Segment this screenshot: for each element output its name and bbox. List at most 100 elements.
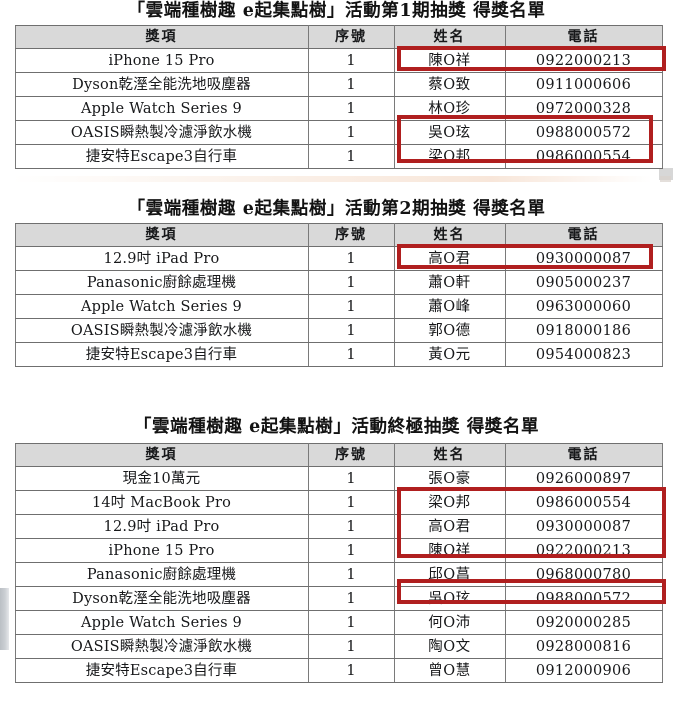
cell-phone: 0928000816: [504, 634, 663, 660]
cell-seq: 1: [307, 318, 395, 344]
column-header-prize: 獎項: [14, 443, 309, 468]
cell-prize: OASIS瞬熱製冷濾淨飲水機: [14, 318, 309, 344]
cell-phone: 0930000087: [504, 246, 663, 272]
cell-name: 陶O文: [393, 634, 506, 660]
table-row: OASIS瞬熱製冷濾淨飲水機 1 郭O德 0918000186: [14, 318, 663, 344]
cell-phone: 0920000285: [504, 610, 663, 636]
cell-prize: OASIS瞬熱製冷濾淨飲水機: [14, 120, 309, 146]
table-row: Dyson乾溼全能洗地吸塵器 1 蔡O致 0911000606: [14, 72, 663, 98]
cell-phone: 0986000554: [504, 490, 663, 516]
cell-prize: OASIS瞬熱製冷濾淨飲水機: [14, 634, 309, 660]
column-header-seq: 序號: [307, 223, 395, 248]
award-table-wrap-3: 獎項 序號 姓名 電話 現金10萬元 1 張O豪 0926000897 14吋 MacBook …: [14, 443, 666, 684]
cell-phone: 0963000060: [504, 294, 663, 320]
award-table-2: 獎項 序號 姓名 電話 12.9吋 iPad Pro 1 高O君 0930000087 Pana…: [14, 223, 663, 368]
cell-prize: 捷安特Escape3自行車: [14, 144, 309, 170]
cell-seq: 1: [307, 270, 395, 296]
column-header-name: 姓名: [393, 223, 506, 248]
cell-prize: Panasonic廚餘處理機: [14, 562, 309, 588]
scan-artifact-warm-band: [12, 176, 652, 182]
cell-name: 蔡O致: [393, 72, 506, 98]
scan-artifact-right-lower: [660, 176, 671, 182]
cell-name: 何O沛: [393, 610, 506, 636]
cell-phone: 0968000780: [504, 562, 663, 588]
cell-prize: Dyson乾溼全能洗地吸塵器: [14, 586, 309, 612]
cell-prize: 14吋 MacBook Pro: [14, 490, 309, 516]
cell-name: 張O豪: [393, 466, 506, 492]
cell-name: 邱O菖: [393, 562, 506, 588]
table-title-3: 「雲端種樹趣 e起集點樹」活動終極抽獎 得獎名單: [133, 417, 540, 437]
table-row: 14吋 MacBook Pro 1 梁O邦 0986000554: [14, 490, 663, 516]
cell-seq: 1: [307, 562, 395, 588]
column-header-name: 姓名: [393, 25, 506, 50]
cell-seq: 1: [307, 72, 395, 98]
cell-name: 林O珍: [393, 96, 506, 122]
cell-seq: 1: [307, 96, 395, 122]
cell-prize: Apple Watch Series 9: [14, 96, 309, 122]
cell-seq: 1: [307, 246, 395, 272]
table-row: Apple Watch Series 9 1 蕭O峰 0963000060: [14, 294, 663, 320]
cell-phone: 0912000906: [504, 658, 663, 684]
table-row: 現金10萬元 1 張O豪 0926000897: [14, 466, 663, 492]
cell-seq: 1: [307, 658, 395, 684]
table-row: OASIS瞬熱製冷濾淨飲水機 1 陶O文 0928000816: [14, 634, 663, 660]
cell-seq: 1: [307, 144, 395, 170]
cell-seq: 1: [307, 514, 395, 540]
cell-prize: Dyson乾溼全能洗地吸塵器: [14, 72, 309, 98]
cell-phone: 0930000087: [504, 514, 663, 540]
cell-name: 蕭O軒: [393, 270, 506, 296]
scan-artifact-right: [659, 168, 673, 180]
award-table-wrap-2: 獎項 序號 姓名 電話 12.9吋 iPad Pro 1 高O君 0930000087 Pana…: [14, 223, 663, 368]
cell-name: 高O君: [393, 246, 506, 272]
cell-name: 吳O玹: [393, 586, 506, 612]
table-row: 捷安特Escape3自行車 1 黃O元 0954000823: [14, 342, 663, 368]
table-row: 12.9吋 iPad Pro 1 高O君 0930000087: [14, 246, 663, 272]
cell-seq: 1: [307, 610, 395, 636]
cell-seq: 1: [307, 294, 395, 320]
cell-prize: 捷安特Escape3自行車: [14, 342, 309, 368]
cell-name: 梁O邦: [393, 144, 506, 170]
table-row: Panasonic廚餘處理機 1 邱O菖 0968000780: [14, 562, 663, 588]
award-table-block-1: 「雲端種樹趣 e起集點樹」活動第1期抽獎 得獎名單 獎項 序號 姓名 電話 iPhone …: [0, 1, 673, 170]
column-header-prize: 獎項: [14, 25, 309, 50]
table-row: Apple Watch Series 9 1 林O珍 0972000328: [14, 96, 663, 122]
cell-seq: 1: [307, 538, 395, 564]
table-title-2: 「雲端種樹趣 e起集點樹」活動第2期抽獎 得獎名單: [127, 199, 546, 219]
cell-phone: 0954000823: [504, 342, 663, 368]
cell-phone: 0922000213: [504, 48, 663, 74]
cell-phone: 0988000572: [504, 586, 663, 612]
table-header-row: 獎項 序號 姓名 電話: [14, 443, 663, 468]
table-row: 捷安特Escape3自行車 1 梁O邦 0986000554: [14, 144, 663, 170]
cell-prize: Apple Watch Series 9: [14, 610, 309, 636]
cell-prize: Panasonic廚餘處理機: [14, 270, 309, 296]
table-row: Apple Watch Series 9 1 何O沛 0920000285: [14, 610, 663, 636]
cell-name: 高O君: [393, 514, 506, 540]
cell-prize: iPhone 15 Pro: [14, 538, 309, 564]
award-table-3: 獎項 序號 姓名 電話 現金10萬元 1 張O豪 0926000897 14吋 MacBook …: [14, 443, 663, 684]
cell-name: 黃O元: [393, 342, 506, 368]
award-table-block-2: 「雲端種樹趣 e起集點樹」活動第2期抽獎 得獎名單獎項 序號 姓名 電話 12.9吋 i…: [0, 199, 673, 368]
cell-name: 蕭O峰: [393, 294, 506, 320]
table-row: Dyson乾溼全能洗地吸塵器 1 吳O玹 0988000572: [14, 586, 663, 612]
award-table-wrap-1: 獎項 序號 姓名 電話 iPhone 15 Pro 1 陳O祥 0922000213 Dyson…: [14, 25, 666, 170]
cell-seq: 1: [307, 466, 395, 492]
cell-phone: 0988000572: [504, 120, 663, 146]
cell-seq: 1: [307, 586, 395, 612]
cell-name: 曾O慧: [393, 658, 506, 684]
table-row: Panasonic廚餘處理機 1 蕭O軒 0905000237: [14, 270, 663, 296]
cell-seq: 1: [307, 634, 395, 660]
table-header-row: 獎項 序號 姓名 電話: [14, 25, 663, 50]
cell-prize: 捷安特Escape3自行車: [14, 658, 309, 684]
column-header-phone: 電話: [504, 443, 663, 468]
column-header-name: 姓名: [393, 443, 506, 468]
table-row: OASIS瞬熱製冷濾淨飲水機 1 吳O玹 0988000572: [14, 120, 663, 146]
award-table-1: 獎項 序號 姓名 電話 iPhone 15 Pro 1 陳O祥 0922000213 Dyson…: [14, 25, 663, 170]
cell-phone: 0918000186: [504, 318, 663, 344]
cell-prize: 12.9吋 iPad Pro: [14, 246, 309, 272]
cell-name: 吳O玹: [393, 120, 506, 146]
column-header-phone: 電話: [504, 25, 663, 50]
column-header-seq: 序號: [307, 443, 395, 468]
table-row: iPhone 15 Pro 1 陳O祥 0922000213: [14, 538, 663, 564]
cell-seq: 1: [307, 342, 395, 368]
